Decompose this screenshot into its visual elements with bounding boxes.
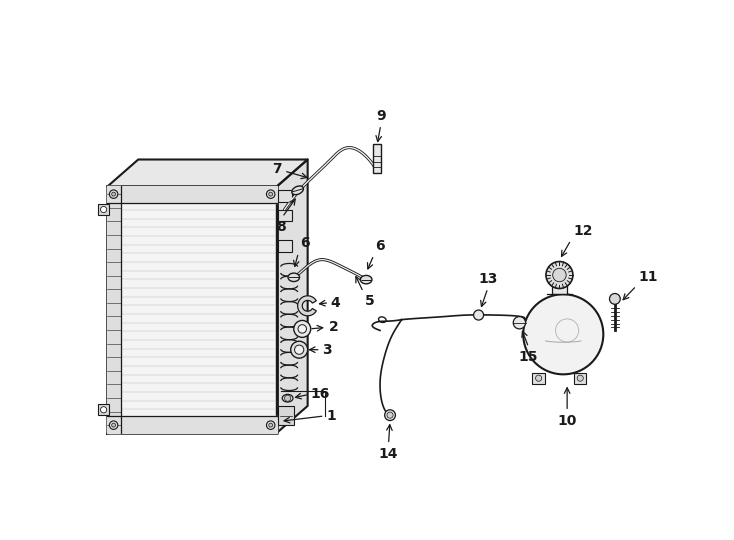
Text: 16: 16 (310, 387, 330, 401)
Circle shape (101, 206, 106, 213)
Text: 3: 3 (322, 343, 332, 357)
Polygon shape (107, 159, 308, 186)
Bar (98, 404, 109, 415)
Ellipse shape (283, 394, 293, 402)
Polygon shape (107, 186, 277, 433)
Bar (373, 144, 381, 173)
Circle shape (291, 341, 308, 358)
Circle shape (473, 310, 484, 320)
Bar (278, 210, 292, 221)
Circle shape (577, 375, 584, 381)
Text: 13: 13 (478, 272, 498, 286)
Bar (98, 204, 109, 215)
Circle shape (546, 261, 573, 288)
Bar (574, 373, 586, 383)
Polygon shape (107, 186, 277, 204)
Bar (278, 406, 294, 425)
Circle shape (285, 395, 291, 401)
Circle shape (523, 294, 603, 374)
Circle shape (109, 190, 118, 198)
Text: 1: 1 (327, 409, 337, 423)
Text: 14: 14 (379, 448, 399, 462)
Circle shape (385, 410, 396, 421)
Text: 5: 5 (365, 294, 374, 308)
Text: 4: 4 (331, 296, 341, 310)
Text: 15: 15 (519, 350, 538, 364)
Polygon shape (277, 159, 308, 433)
Circle shape (269, 423, 272, 427)
Polygon shape (107, 416, 277, 433)
Bar (278, 190, 292, 202)
Wedge shape (297, 296, 316, 316)
Text: 6: 6 (375, 239, 385, 253)
Text: 10: 10 (557, 414, 577, 428)
Circle shape (269, 192, 272, 196)
Text: 8: 8 (276, 220, 286, 234)
Text: 2: 2 (330, 320, 339, 334)
Text: 7: 7 (272, 163, 282, 177)
Ellipse shape (360, 275, 372, 284)
Circle shape (294, 345, 304, 354)
Text: 6: 6 (300, 237, 310, 251)
Bar (552, 279, 567, 294)
Text: 9: 9 (376, 109, 385, 123)
Circle shape (553, 268, 566, 282)
Circle shape (609, 294, 620, 304)
Circle shape (294, 320, 310, 338)
Circle shape (387, 412, 393, 418)
Bar (278, 408, 292, 419)
Bar (532, 373, 545, 383)
Circle shape (298, 325, 307, 333)
Circle shape (266, 421, 275, 429)
Polygon shape (107, 186, 120, 433)
Circle shape (109, 421, 118, 429)
Ellipse shape (292, 186, 303, 194)
Circle shape (112, 423, 115, 427)
Circle shape (513, 316, 526, 329)
Text: 12: 12 (573, 225, 593, 239)
Bar (278, 240, 292, 252)
Text: 11: 11 (638, 270, 658, 284)
Circle shape (266, 190, 275, 198)
Ellipse shape (288, 273, 299, 281)
Circle shape (536, 375, 542, 381)
Circle shape (112, 192, 115, 196)
Circle shape (101, 407, 106, 413)
